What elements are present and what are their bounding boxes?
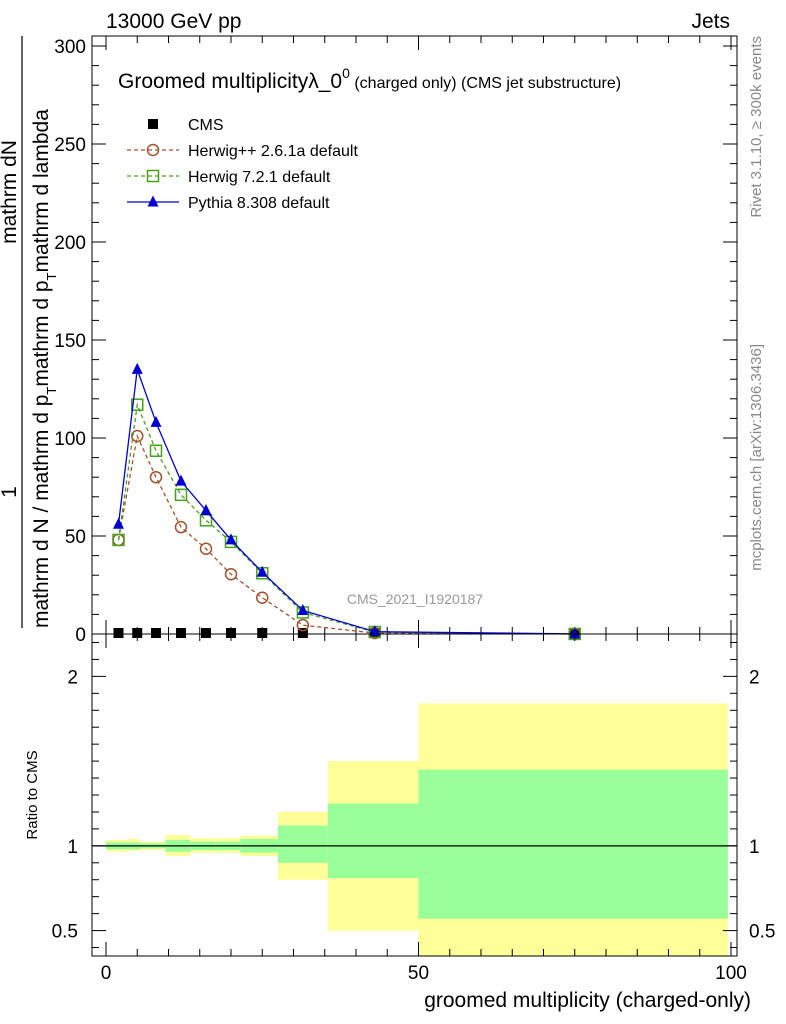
- pythia-marker: [369, 625, 381, 637]
- plot-title-rest: (charged only) (CMS jet substructure): [350, 75, 621, 92]
- cms-data-point: [297, 628, 308, 638]
- x-tick-label: 0: [101, 963, 112, 984]
- pythia-marker: [113, 517, 124, 529]
- herwigpp-series-line: [117, 433, 575, 635]
- ratio-y-tick-label-right: 0.5: [749, 922, 775, 943]
- y-label-numerator: mathrm dN: [0, 140, 21, 244]
- herwig7-marker: [149, 444, 163, 457]
- pythia-marker: [569, 627, 581, 639]
- cms-data-point: [176, 628, 186, 638]
- cms-data-point: [226, 628, 236, 638]
- herwig7-marker: [112, 533, 125, 547]
- y-tick-label: 100: [54, 429, 86, 450]
- plot-title-main: Groomed multiplicityλ_0: [118, 70, 342, 93]
- y-tick-label: 200: [54, 233, 86, 254]
- uncertainty-band-inner: [327, 803, 419, 879]
- ratio-y-tick-label-right: 1: [749, 837, 760, 858]
- cms-data-point: [151, 628, 161, 638]
- legend-label: Herwig 7.2.1 default: [188, 169, 331, 186]
- y-tick-label: 0: [75, 625, 86, 646]
- legend: CMS Herwig++ 2.6.1a default Herwig 7.2.1 d…: [127, 117, 358, 212]
- pythia-marker: [131, 362, 143, 374]
- pythia-marker: [200, 504, 212, 516]
- rivet-side-label: Rivet 3.1.10, ≥ 300k events: [748, 36, 765, 218]
- y-tick-label: 50: [65, 527, 86, 548]
- y-label-denominator-sub2: T: [44, 272, 59, 280]
- ratio-y-tick-label: 1: [67, 837, 78, 858]
- pythia-marker: [256, 565, 268, 577]
- cms-data-point: [148, 119, 158, 129]
- ratio-y-tick-label-right: 2: [749, 667, 760, 688]
- herwigpp-marker: [146, 143, 160, 157]
- pythia-marker: [175, 474, 187, 486]
- herwigpp-marker: [256, 591, 269, 604]
- pythia-series: [113, 362, 581, 639]
- x-tick-label: 100: [715, 963, 747, 984]
- y-label-denominator-part3: mathrm d lambda: [30, 109, 53, 273]
- pythia-marker: [225, 533, 237, 545]
- mcplots-side-label: mcplots.cern.ch [arXiv:1306.3436]: [748, 344, 765, 571]
- cms-data-point: [113, 628, 124, 638]
- y-label-denominator-sub: T: [44, 387, 59, 395]
- herwigpp-series: [112, 429, 581, 641]
- y-label-prefactor: 1: [0, 486, 21, 498]
- category-label: Jets: [691, 10, 730, 33]
- herwig7-series-line: [117, 402, 575, 635]
- pythia-marker: [150, 415, 162, 427]
- watermark: CMS_2021_I1920187: [347, 591, 483, 607]
- plot-title: Groomed multiplicityλ_00 (charged only) …: [118, 65, 621, 93]
- pythia-marker: [147, 195, 159, 207]
- y-tick-label: 250: [54, 135, 86, 156]
- main-plot-panel: 0 50 100 150 200 250 300 CMS_2021_I1920187 Gro…: [0, 35, 738, 646]
- y-label-denominator-part2: mathrm d p: [30, 280, 53, 386]
- ratio-y-tick-label: 0.5: [52, 922, 78, 943]
- herwig7-marker: [146, 169, 160, 183]
- legend-label: Herwig++ 2.6.1a default: [188, 143, 358, 160]
- uncertainty-band-inner: [418, 769, 728, 919]
- y-tick-label: 300: [54, 37, 86, 58]
- cms-data-point: [201, 628, 211, 638]
- herwig7-marker: [131, 398, 144, 411]
- pythia-marker: [297, 603, 309, 615]
- herwigpp-marker: [174, 520, 188, 534]
- y-label-denominator-part1: mathrm d N / mathrm d p: [30, 395, 53, 628]
- legend-label: Pythia 8.308 default: [188, 195, 330, 212]
- x-tick-label: 50: [408, 963, 429, 984]
- herwigpp-marker: [131, 429, 144, 443]
- herwigpp-marker: [296, 618, 310, 632]
- herwig7-marker: [174, 488, 188, 502]
- ratio-plot-panel: 0.5 0.5 1 1 2 2 0 50 100 Ratio to CMS groomed mu…: [24, 633, 775, 1012]
- y-label-denominator: mathrm d N / mathrm d pTmathrm d pTmathr…: [30, 109, 59, 628]
- pythia-series-line: [117, 369, 575, 635]
- herwigpp-marker: [224, 567, 238, 581]
- ratio-y-label: Ratio to CMS: [24, 750, 41, 839]
- uncertainty-band-inner: [277, 825, 328, 863]
- y-tick-label: 150: [54, 331, 86, 352]
- plot-title-superscript: 0: [342, 65, 350, 81]
- cms-data-point: [257, 628, 268, 638]
- herwigpp-marker: [199, 542, 213, 555]
- ratio-y-tick-label: 2: [67, 667, 78, 688]
- legend-label: CMS: [188, 117, 224, 134]
- y-axis-label: 1 mathrm dN mathrm d N / mathrm d pTmath…: [0, 36, 59, 628]
- energy-label: 13000 GeV pp: [106, 10, 241, 33]
- cms-data-point: [132, 628, 143, 638]
- x-axis-label: groomed multiplicity (charged-only): [424, 989, 751, 1012]
- herwigpp-marker: [149, 470, 163, 484]
